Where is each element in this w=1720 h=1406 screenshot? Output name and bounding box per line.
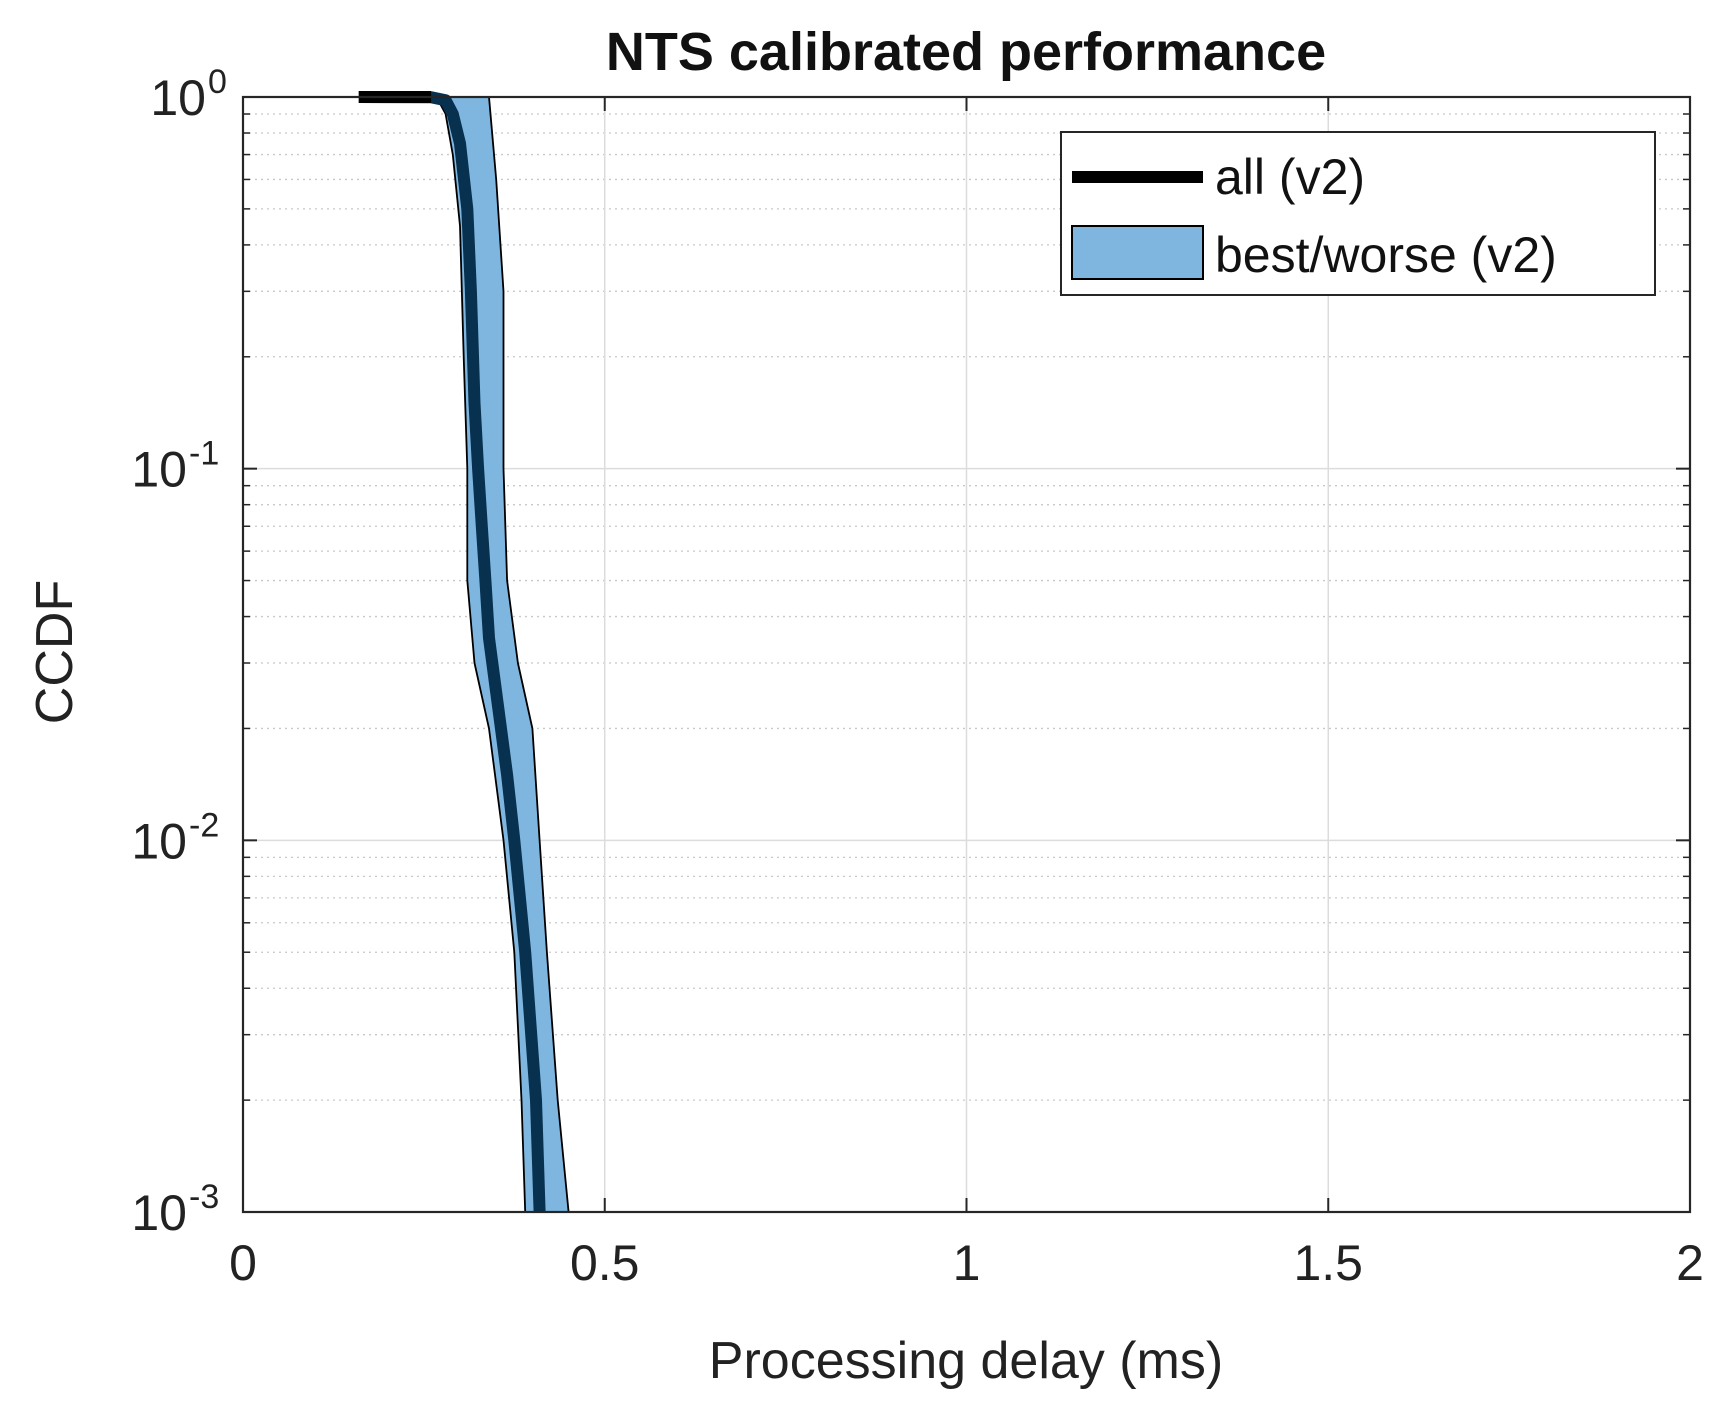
y-tick-label-exp: 0 <box>208 63 227 101</box>
y-tick-label: 10 0 <box>150 63 227 126</box>
y-tick-label: 10 -1 <box>131 435 219 498</box>
legend-label-band: best/worse (v2) <box>1215 227 1557 283</box>
x-tick-label: 1.5 <box>1293 1235 1363 1291</box>
y-tick-label-base: 10 <box>131 442 187 498</box>
x-tick-labels: 0 0.5 1 1.5 2 <box>229 1235 1704 1291</box>
x-tick-label: 0 <box>229 1235 257 1291</box>
y-tick-label: 10 -3 <box>131 1178 219 1241</box>
legend-label-all: all (v2) <box>1215 149 1365 205</box>
y-tick-label-exp: -1 <box>189 435 219 473</box>
tick-marks <box>242 96 1691 1213</box>
x-tick-label: 0.5 <box>570 1235 640 1291</box>
y-axis-label: CCDF <box>26 580 84 724</box>
x-axis-label: Processing delay (ms) <box>709 1332 1223 1390</box>
y-tick-label-exp: -2 <box>189 806 219 844</box>
x-tick-label: 2 <box>1676 1235 1704 1291</box>
y-tick-label-base: 10 <box>150 70 206 126</box>
x-tick-label: 1 <box>953 1235 981 1291</box>
line-all <box>358 91 546 1213</box>
band-best-worse <box>357 96 570 1213</box>
legend-swatch-band <box>1071 225 1204 280</box>
y-tick-label: 10 -2 <box>131 806 219 869</box>
y-tick-label-exp: -3 <box>189 1178 219 1216</box>
chart-title: NTS calibrated performance <box>606 22 1326 82</box>
y-tick-label-base: 10 <box>131 813 187 869</box>
legend: all (v2) best/worse (v2) <box>1060 131 1656 296</box>
y-tick-label-base: 10 <box>131 1185 187 1241</box>
